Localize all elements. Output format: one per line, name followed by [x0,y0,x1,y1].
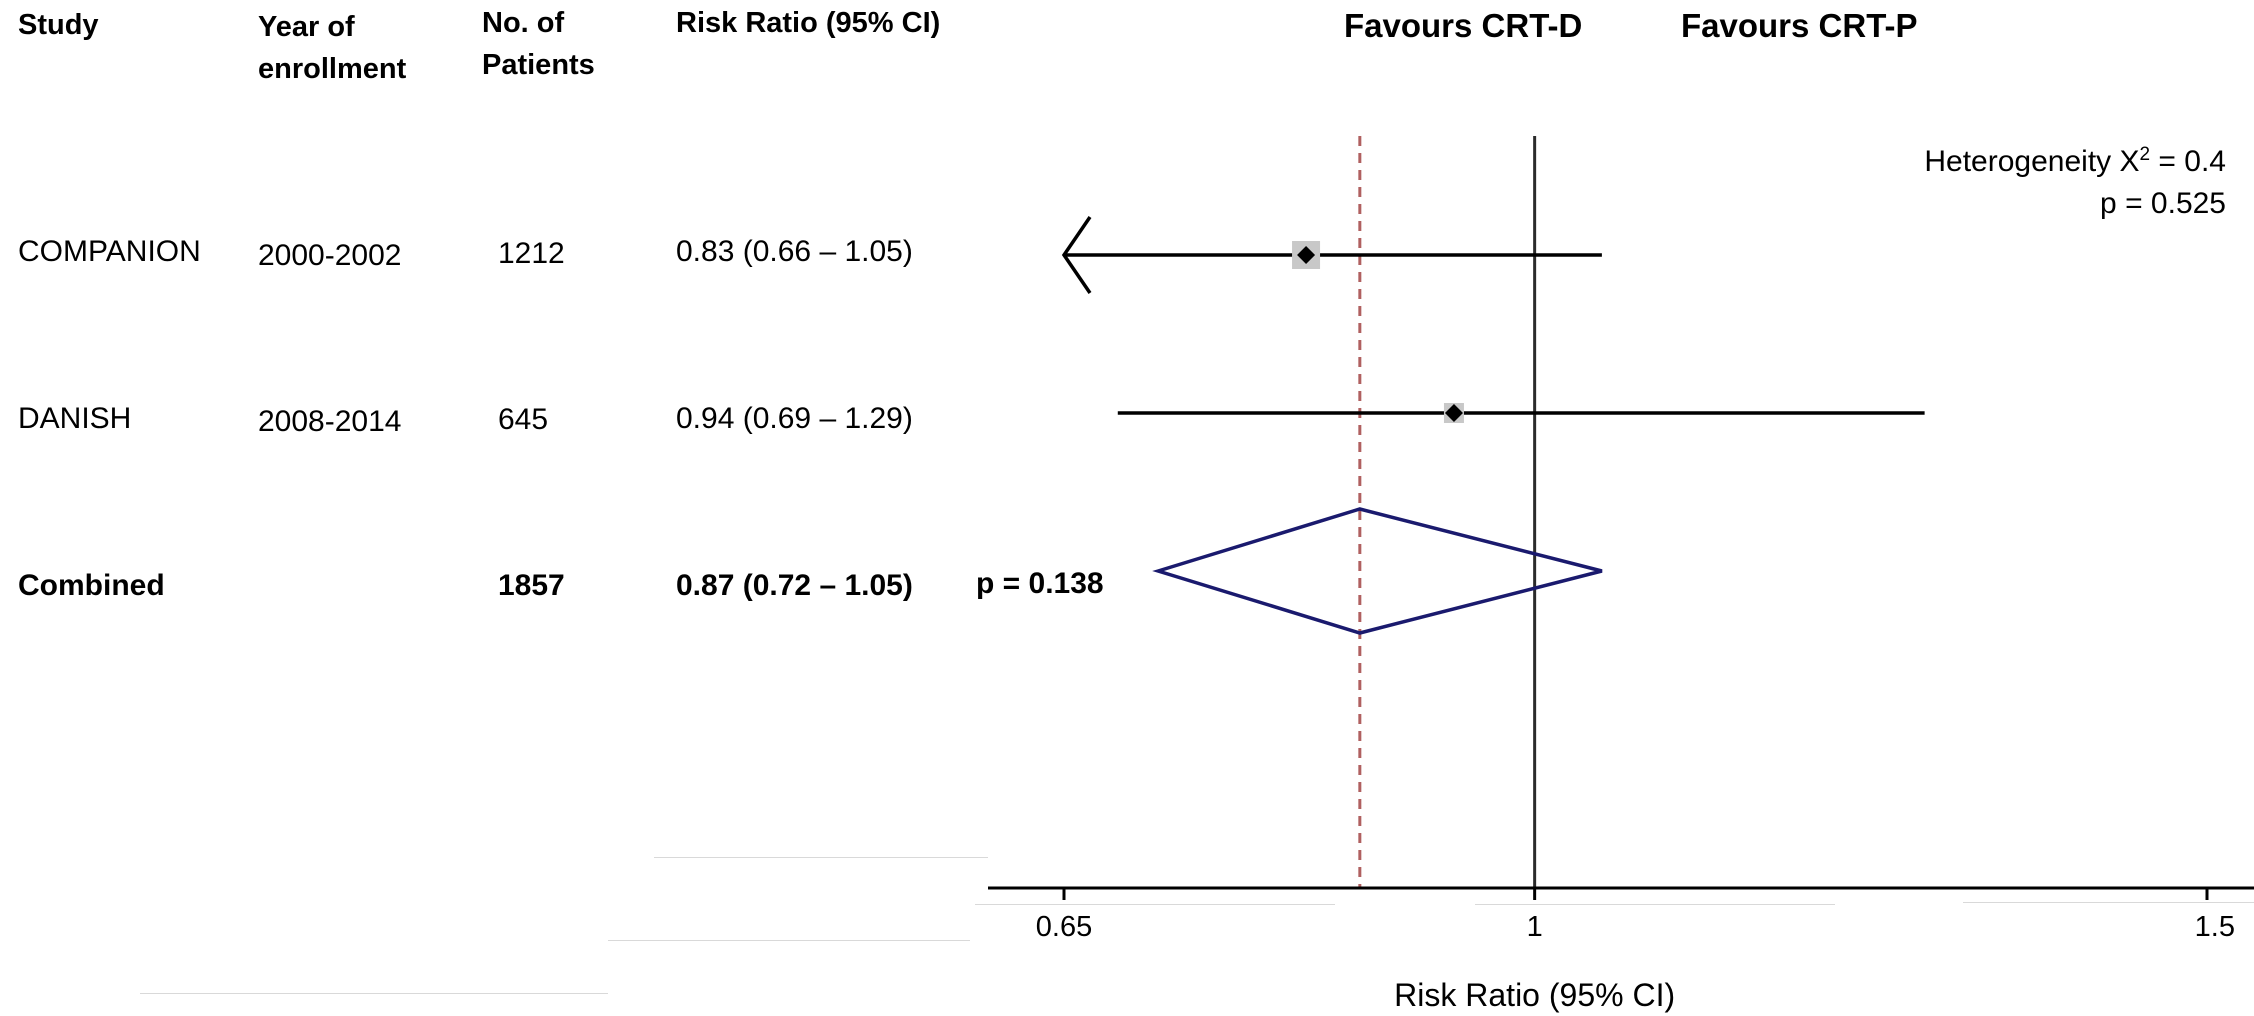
x-tick-label: 0.65 [1036,911,1092,943]
x-tick-label: 1 [1527,911,1543,943]
study-marks [1064,217,1925,423]
x-tick-label: 1.5 [2195,911,2235,943]
x-axis-title: Risk Ratio (95% CI) [1394,977,1675,1013]
x-ticks: 0.65 1 1.5 [1036,888,2235,943]
